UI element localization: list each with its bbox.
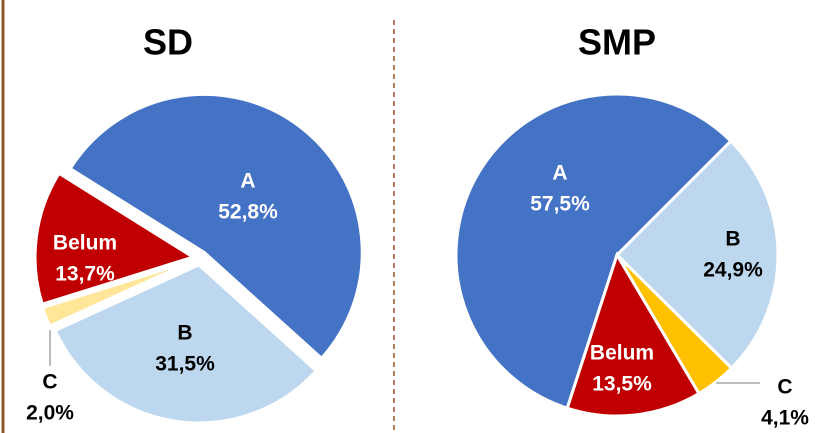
slice-label: A <box>240 170 255 193</box>
pie-slice <box>565 251 702 418</box>
slice-label: C <box>777 376 792 399</box>
pie-slice <box>33 171 197 307</box>
slice-label: Belum <box>53 232 117 255</box>
chart-title: SMP <box>578 22 656 63</box>
pie-slice <box>614 139 780 371</box>
slice-value-label: 57,5% <box>530 193 590 216</box>
slice-value-label: 24,9% <box>703 259 763 282</box>
pie-slice <box>53 263 319 425</box>
slice-label: B <box>177 322 192 345</box>
pie-slice <box>68 92 364 361</box>
slice-label: Belum <box>590 342 654 365</box>
slice-value-label: 2,0% <box>26 402 74 425</box>
slice-value-label: 13,7% <box>55 263 115 286</box>
pie-slice <box>454 92 733 411</box>
slice-label: A <box>552 162 567 185</box>
chart-title: SD <box>143 22 193 63</box>
slice-value-label: 13,5% <box>592 373 652 396</box>
slice-label: B <box>725 228 740 251</box>
pie-slice <box>40 259 195 329</box>
slice-value-label: 31,5% <box>155 353 215 376</box>
slice-value-label: 52,8% <box>218 201 278 224</box>
slice-value-label: 4,1% <box>761 407 809 430</box>
slice-label: C <box>42 371 57 394</box>
